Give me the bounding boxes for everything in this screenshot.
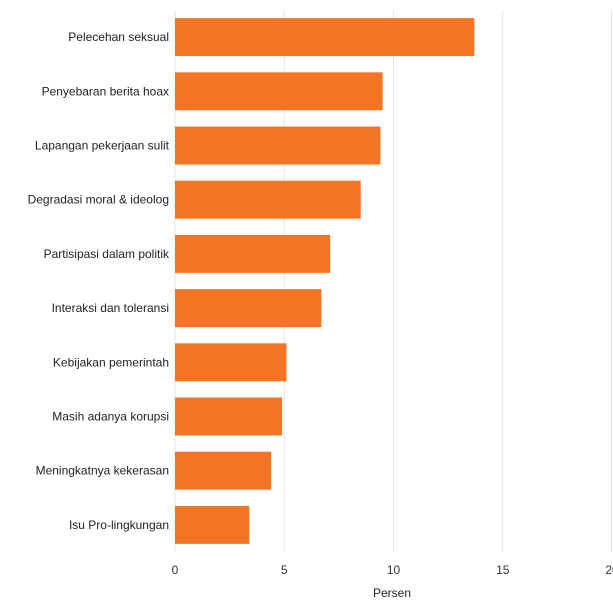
- category-label: Meningkatnya kekerasan: [36, 464, 169, 478]
- bar: [175, 289, 322, 328]
- category-label: Kebijakan pemerintah: [53, 355, 169, 369]
- x-tick-label: 15: [496, 563, 510, 577]
- bar: [175, 397, 283, 436]
- category-label: Masih adanya korupsi: [52, 410, 169, 424]
- category-labels: Pelecehan seksual Penyebaran berita hoax L…: [28, 30, 170, 532]
- category-label: Interaksi dan toleransi: [52, 301, 169, 315]
- category-label: Lapangan pekerjaan sulit: [35, 139, 170, 153]
- category-label: Isu Pro-lingkungan: [69, 518, 169, 532]
- category-label: Penyebaran berita hoax: [42, 84, 169, 98]
- x-axis-title: Persen: [373, 586, 411, 600]
- x-tick-labels: 0 5 10 15 20: [172, 563, 613, 577]
- category-label: Partisipasi dalam politik: [44, 247, 170, 261]
- bar: [175, 18, 475, 57]
- x-tick-label: 20: [605, 563, 613, 577]
- x-tick-label: 0: [172, 563, 179, 577]
- bar: [175, 72, 383, 111]
- bar: [175, 234, 331, 273]
- bar: [175, 451, 272, 490]
- bar: [175, 126, 381, 165]
- category-label: Degradasi moral & ideolog: [28, 193, 169, 207]
- x-tick-label: 5: [281, 563, 288, 577]
- bars: [175, 18, 475, 544]
- bar: [175, 343, 287, 382]
- category-label: Pelecehan seksual: [68, 30, 169, 44]
- x-tick-label: 10: [387, 563, 401, 577]
- bar: [175, 505, 250, 544]
- bar: [175, 180, 361, 219]
